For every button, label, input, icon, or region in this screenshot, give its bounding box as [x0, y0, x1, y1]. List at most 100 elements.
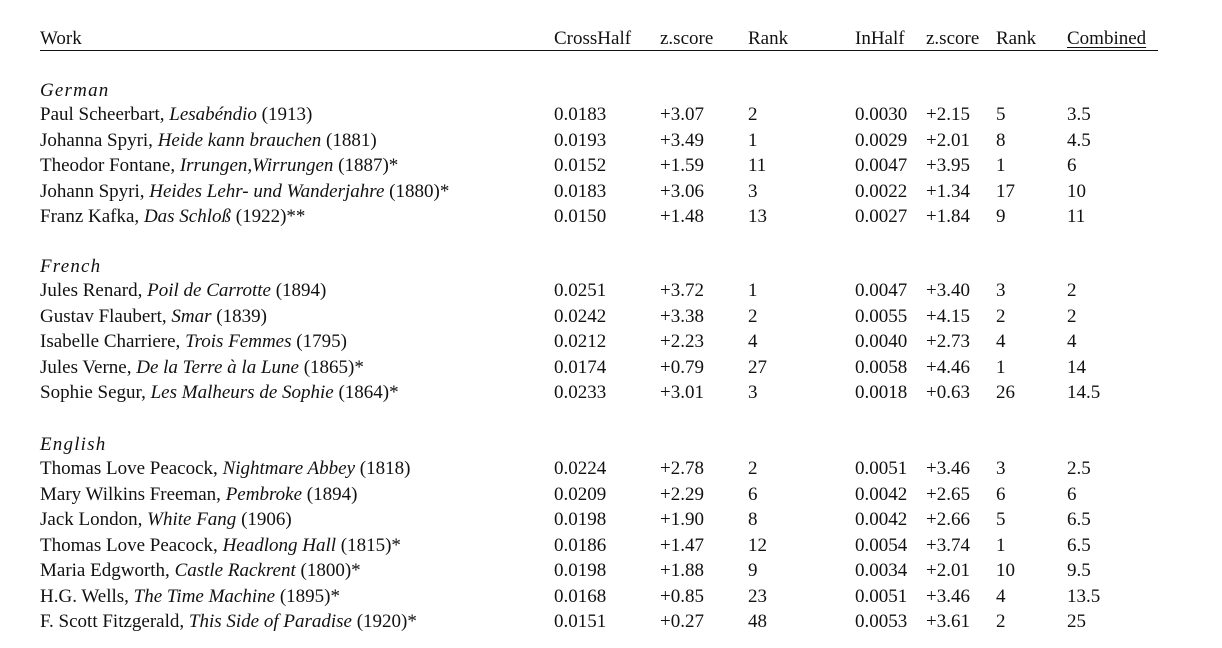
- crosshalf-cell: 0.0152: [554, 155, 607, 176]
- rank-in-cell: 2: [996, 305, 1006, 327]
- zscore-cross-cell: +0.27: [660, 611, 704, 632]
- inhalf-cell: 0.0034: [855, 560, 908, 581]
- work-cell: Paul Scheerbart, Lesabéndio (1913): [40, 104, 312, 126]
- work-year: (1839): [211, 305, 267, 327]
- header-rule: [40, 50, 1158, 51]
- work-year: (1881): [321, 129, 377, 151]
- zscore-in-cell: +3.61: [926, 611, 970, 632]
- zscore-in-cell: +3.40: [926, 280, 970, 301]
- crosshalf-cell: 0.0186: [554, 534, 607, 556]
- section-heading: English: [40, 434, 107, 455]
- work-year: (1906): [236, 509, 292, 530]
- rank-in-cell: 8: [996, 129, 1006, 151]
- work-title: Les Malheurs de Sophie: [150, 382, 334, 403]
- rank-in-cell: 9: [996, 206, 1006, 227]
- work-cell: Mary Wilkins Freeman, Pembroke (1894): [40, 484, 357, 506]
- work-title: Irrungen,Wirrungen: [179, 155, 334, 176]
- rank-in-cell: 10: [996, 560, 1015, 581]
- combined-cell: 14.5: [1067, 382, 1101, 403]
- zscore-cross-cell: +0.79: [660, 356, 704, 378]
- crosshalf-cell: 0.0251: [554, 280, 607, 301]
- inhalf-cell: 0.0051: [855, 585, 908, 607]
- combined-cell: 6.5: [1067, 534, 1091, 556]
- combined-cell: 14: [1067, 356, 1086, 378]
- rank-in-cell: 5: [996, 104, 1006, 125]
- rank-cross-cell: 8: [748, 509, 758, 530]
- inhalf-cell: 0.0029: [855, 129, 908, 151]
- zscore-cross-cell: +3.07: [660, 104, 704, 125]
- work-year: (1913): [256, 104, 313, 125]
- crosshalf-cell: 0.0174: [554, 356, 607, 378]
- work-cell: Thomas Love Peacock, Headlong Hall (1815…: [40, 535, 401, 557]
- inhalf-cell: 0.0055: [855, 305, 908, 327]
- work-title: Pembroke: [225, 483, 303, 505]
- zscore-cross-cell: +2.23: [660, 331, 704, 352]
- work-title: The Time Machine: [133, 585, 276, 607]
- work-year: (1920)*: [351, 611, 417, 632]
- rank-in-cell: 4: [996, 331, 1006, 352]
- work-author: Sophie Segur,: [40, 382, 151, 403]
- work-cell: F. Scott Fitzgerald, This Side of Paradi…: [40, 611, 417, 633]
- rank-cross-cell: 1: [748, 280, 758, 301]
- zscore-in-cell: +3.95: [926, 155, 970, 176]
- work-cell: Isabelle Charriere, Trois Femmes (1795): [40, 331, 347, 353]
- work-title: Das Schloß: [143, 206, 232, 227]
- work-title: Nightmare Abbey: [222, 458, 356, 479]
- work-author: Jules Renard,: [40, 280, 148, 301]
- rank-in-cell: 2: [996, 611, 1006, 632]
- work-author: Theodor Fontane,: [40, 155, 180, 176]
- combined-cell: 4.5: [1067, 129, 1091, 151]
- work-author: Thomas Love Peacock,: [40, 534, 223, 556]
- work-title: This Side of Paradise: [188, 611, 352, 632]
- work-year: (1894): [302, 483, 358, 505]
- crosshalf-cell: 0.0150: [554, 206, 607, 227]
- crosshalf-cell: 0.0183: [554, 104, 607, 125]
- work-cell: Maria Edgworth, Castle Rackrent (1800)*: [40, 560, 361, 582]
- header-zscore-cross: z.score: [660, 28, 714, 49]
- work-year: (1795): [291, 331, 347, 352]
- rank-cross-cell: 9: [748, 560, 758, 581]
- combined-cell: 3.5: [1067, 104, 1091, 125]
- work-title: De la Terre à la Lune: [136, 356, 299, 378]
- zscore-cross-cell: +1.88: [660, 560, 704, 581]
- rank-cross-cell: 2: [748, 104, 758, 125]
- work-title: White Fang: [147, 509, 237, 530]
- section-heading: German: [40, 80, 110, 101]
- rank-cross-cell: 2: [748, 458, 758, 479]
- work-author: Johann Spyri,: [40, 180, 150, 202]
- work-author: Johanna Spyri,: [40, 129, 158, 151]
- zscore-cross-cell: +3.72: [660, 280, 704, 301]
- combined-cell: 4: [1067, 331, 1077, 352]
- zscore-in-cell: +1.34: [926, 180, 970, 202]
- header-rank-cross: Rank: [748, 28, 789, 49]
- zscore-cross-cell: +3.06: [660, 180, 704, 202]
- work-year: (1800)*: [295, 560, 361, 581]
- work-cell: Jules Verne, De la Terre à la Lune (1865…: [40, 357, 364, 379]
- crosshalf-cell: 0.0151: [554, 611, 607, 632]
- work-title: Lesabéndio: [169, 104, 257, 125]
- zscore-cross-cell: +3.38: [660, 305, 704, 327]
- work-author: Gustav Flaubert,: [40, 305, 172, 327]
- work-cell: Theodor Fontane, Irrungen,Wirrungen (188…: [40, 155, 398, 177]
- zscore-cross-cell: +1.59: [660, 155, 704, 176]
- header-rank-in: Rank: [996, 28, 1037, 49]
- rank-in-cell: 1: [996, 155, 1006, 176]
- inhalf-cell: 0.0058: [855, 356, 908, 378]
- work-cell: Gustav Flaubert, Smar (1839): [40, 306, 267, 328]
- combined-cell: 25: [1067, 611, 1086, 632]
- combined-cell: 2.5: [1067, 458, 1091, 479]
- work-year: (1865)*: [298, 356, 364, 378]
- rank-in-cell: 1: [996, 534, 1006, 556]
- header-combined: Combined: [1067, 28, 1147, 49]
- rank-cross-cell: 1: [748, 129, 758, 151]
- inhalf-cell: 0.0051: [855, 458, 908, 479]
- crosshalf-cell: 0.0212: [554, 331, 607, 352]
- zscore-cross-cell: +2.29: [660, 483, 704, 505]
- inhalf-cell: 0.0027: [855, 206, 908, 227]
- work-author: Mary Wilkins Freeman,: [40, 483, 226, 505]
- combined-cell: 6: [1067, 155, 1077, 176]
- work-title: Trois Femmes: [185, 331, 292, 352]
- zscore-in-cell: +4.46: [926, 356, 970, 378]
- work-cell: Johanna Spyri, Heide kann brauchen (1881…: [40, 130, 377, 152]
